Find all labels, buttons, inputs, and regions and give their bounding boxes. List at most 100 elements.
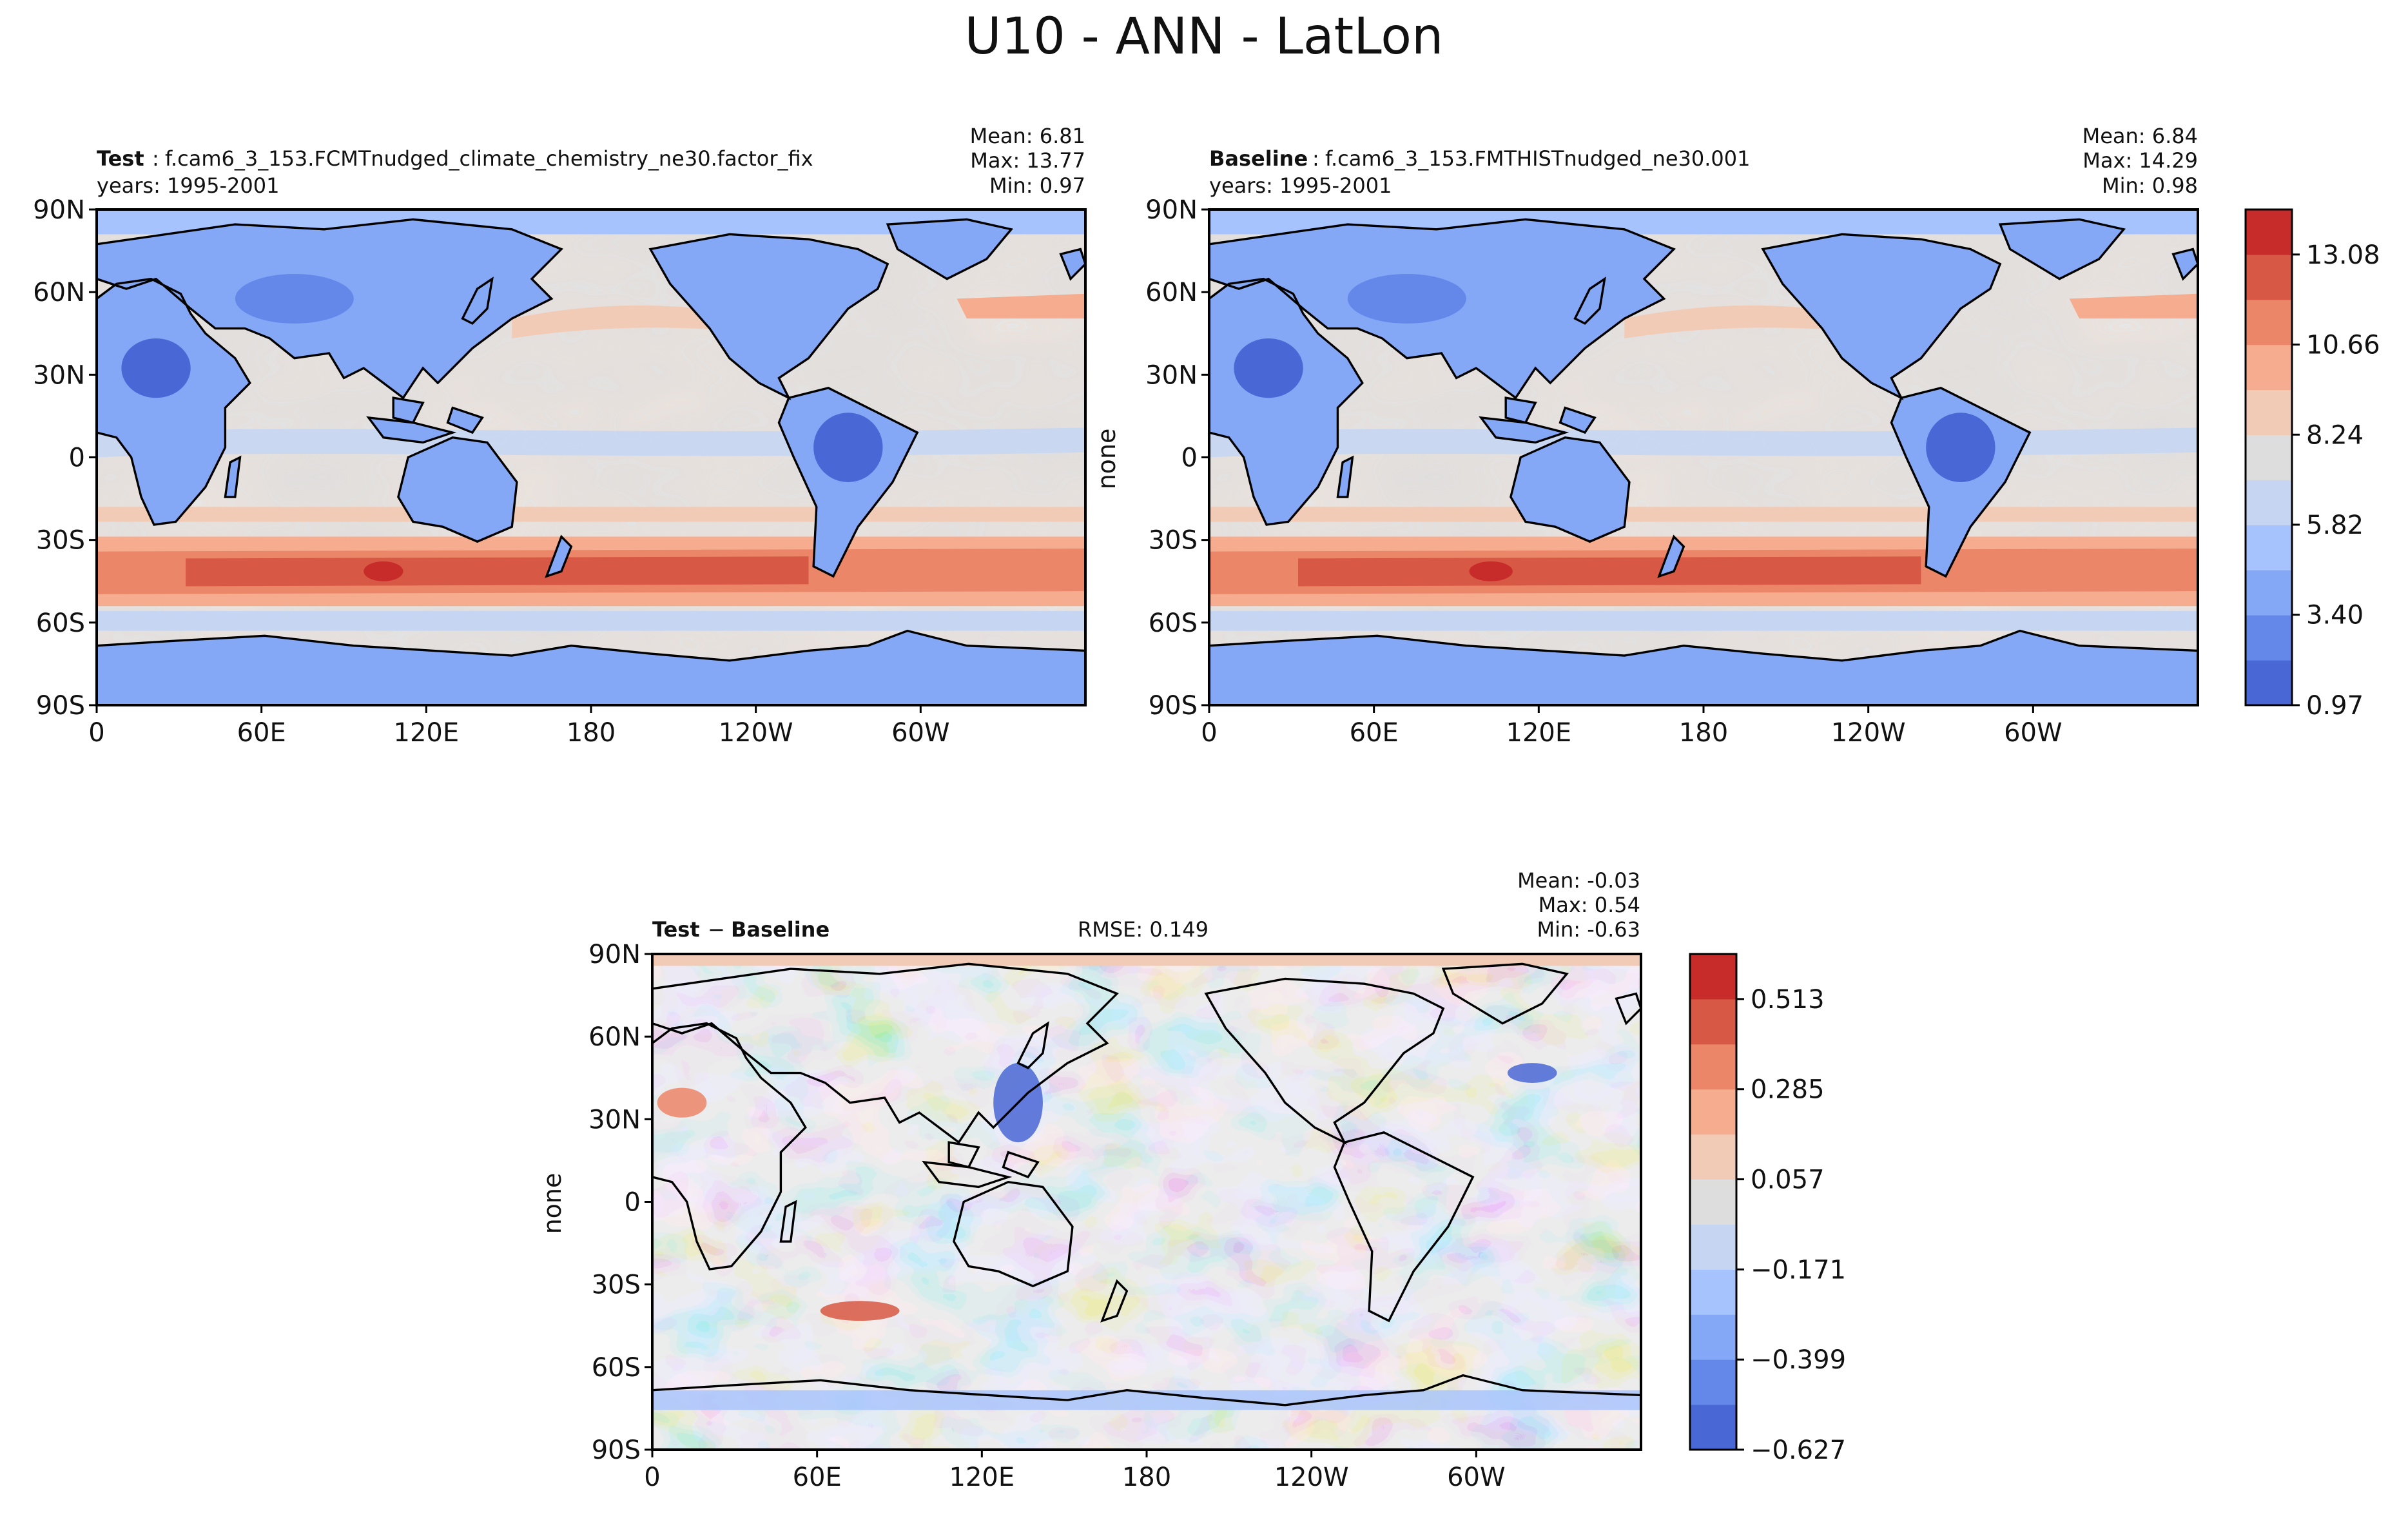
baseline-equatorial-belt (1209, 427, 2198, 458)
test-ytick-label: 0 (69, 443, 85, 473)
baseline-ytick-label: 0 (1181, 443, 1198, 473)
panel-baseline: Baseline : f.cam6_3_153.FMTHISTnudged_ne… (1092, 124, 2199, 748)
test-stat-min: Min: 0.97 (989, 173, 1085, 198)
baseline-ylabel: none (1092, 429, 1121, 490)
test-ytick-label: 30S (36, 526, 85, 556)
diff-ylabel: none (538, 1173, 567, 1234)
cbar1-tick-label: 10.66 (2306, 331, 2380, 360)
baseline-ytick-label: 90N (1145, 195, 1198, 225)
cbar1-tick-label: 0.97 (2306, 691, 2364, 721)
baseline-so-jet-core (1469, 561, 1513, 581)
cbar1-frame (2244, 208, 2293, 706)
baseline-xtick-label: 120W (1831, 718, 1906, 748)
test-amazon-low (813, 413, 883, 482)
test-xtick-label: 120E (394, 718, 460, 748)
cbar1-tick-label: 3.40 (2306, 601, 2364, 630)
test-south-band-1 (97, 507, 1085, 522)
baseline-xtick-label: 0 (1201, 718, 1217, 748)
test-ytick-label: 90S (36, 691, 85, 721)
cbar2-swatch (1690, 1089, 1736, 1135)
test-ytick-label: 90N (33, 195, 85, 225)
diff-xtick-label: 0 (644, 1463, 660, 1492)
diff-ytick-label: 60N (588, 1022, 641, 1052)
test-header-label: Test (97, 146, 144, 171)
figure-title: U10 - ANN - LatLon (964, 8, 1444, 66)
baseline-xtick-label: 120E (1506, 718, 1572, 748)
panel-test: Test : f.cam6_3_153.FCMTnudged_climate_c… (33, 124, 1087, 748)
diff-stat-max: Max: 0.54 (1539, 893, 1640, 917)
baseline-stat-min: Min: 0.98 (2102, 173, 2198, 198)
baseline-stat-max: Max: 14.29 (2083, 148, 2198, 173)
diff-map (652, 954, 1641, 1450)
test-map (97, 209, 1085, 705)
diff-ytick-label: 90S (592, 1435, 641, 1465)
baseline-header-label: Baseline (1209, 146, 1308, 171)
diff-so-high (820, 1301, 900, 1321)
test-yaxis: 90N 60N 30N 0 30S 60S 90S (33, 195, 97, 721)
diff-stat-mean: Mean: -0.03 (1517, 868, 1640, 893)
cbar2-swatch (1690, 1044, 1736, 1090)
panel-difference: Test − Baseline RMSE: 0.149 Mean: -0.03 … (538, 868, 1642, 1492)
cbar2-tick-label: 0.057 (1751, 1165, 1825, 1195)
baseline-africa-low (1234, 338, 1303, 398)
diff-antarctic-band (652, 1390, 1641, 1410)
cbar2-swatch (1690, 998, 1736, 1045)
diff-xtick-label: 120E (949, 1463, 1015, 1492)
test-equatorial-belt (97, 427, 1085, 458)
diff-xaxis: 0 60E 120E 180 120W 60W (644, 1450, 1506, 1492)
baseline-xaxis: 0 60E 120E 180 120W 60W (1201, 705, 2063, 748)
diff-ytick-label: 0 (625, 1188, 641, 1218)
cbar2-tick-label: −0.627 (1751, 1435, 1846, 1465)
test-header-case: f.cam6_3_153.FCMTnudged_climate_chemistr… (165, 146, 813, 171)
cbar2-swatch (1690, 1134, 1736, 1180)
cbar1-swatch (2246, 660, 2292, 706)
baseline-amazon-low (1926, 413, 1995, 482)
baseline-ytick-label: 60S (1149, 608, 1198, 638)
cbar1-tick-label: 5.82 (2306, 511, 2364, 540)
cbar1-swatch (2246, 299, 2292, 345)
diff-ytick-label: 60S (592, 1353, 641, 1383)
baseline-south-band-1 (1209, 507, 2198, 522)
diff-ytick-label: 30S (592, 1270, 641, 1300)
test-xtick-label: 0 (88, 718, 104, 748)
test-stat-mean: Mean: 6.81 (970, 124, 1085, 148)
diff-header-test: Test (652, 917, 700, 942)
baseline-so-low-band (1209, 610, 2198, 631)
cbar2-tick-label: −0.399 (1751, 1345, 1846, 1375)
cbar1-tick-label: 13.08 (2306, 240, 2380, 270)
baseline-stat-mean: Mean: 6.84 (2083, 124, 2198, 148)
diff-xtick-label: 120W (1274, 1463, 1349, 1492)
baseline-ytick-label: 30N (1145, 360, 1198, 390)
cbar1-swatch (2246, 254, 2292, 300)
baseline-ytick-label: 90S (1149, 691, 1198, 721)
test-xaxis: 0 60E 120E 180 120W 60W (88, 705, 950, 748)
test-xtick-label: 180 (567, 718, 616, 748)
diff-arctic-band (652, 954, 1641, 966)
test-xtick-label: 60E (237, 718, 286, 748)
cbar1-swatch (2246, 615, 2292, 661)
baseline-yaxis: 90N 60N 30N 0 30S 60S 90S (1145, 195, 1209, 721)
diff-yaxis: 90N 60N 30N 0 30S 60S 90S (588, 940, 652, 1465)
cbar2-tick-label: 0.513 (1751, 985, 1825, 1015)
test-ytick-label: 60S (36, 608, 85, 638)
cbar2-tick-label: 0.285 (1751, 1075, 1825, 1105)
diff-ytick-label: 90N (588, 940, 641, 969)
diff-med-high (657, 1087, 707, 1118)
diff-xtick-label: 60E (793, 1463, 842, 1492)
baseline-map (1209, 209, 2198, 705)
cbar1-tick-label: 8.24 (2306, 420, 2364, 450)
test-header-years: years: 1995-2001 (97, 173, 279, 198)
diff-header-minus: − (708, 917, 725, 942)
cbar2-swatch (1690, 1179, 1736, 1225)
test-stat-max: Max: 13.77 (970, 148, 1085, 173)
baseline-asia-low (1347, 273, 1466, 324)
test-so-jet-inner (186, 556, 809, 587)
cbar1-swatch (2246, 480, 2292, 525)
diff-rmse: RMSE: 0.149 (1078, 917, 1209, 942)
test-so-low-band (97, 610, 1085, 631)
baseline-natl-band (2069, 293, 2198, 319)
colorbar-wind: 0.97 3.40 5.82 8.24 10.66 13.08 (2244, 208, 2380, 721)
cbar1-swatch (2246, 525, 2292, 570)
baseline-ytick-label: 60N (1145, 278, 1198, 307)
